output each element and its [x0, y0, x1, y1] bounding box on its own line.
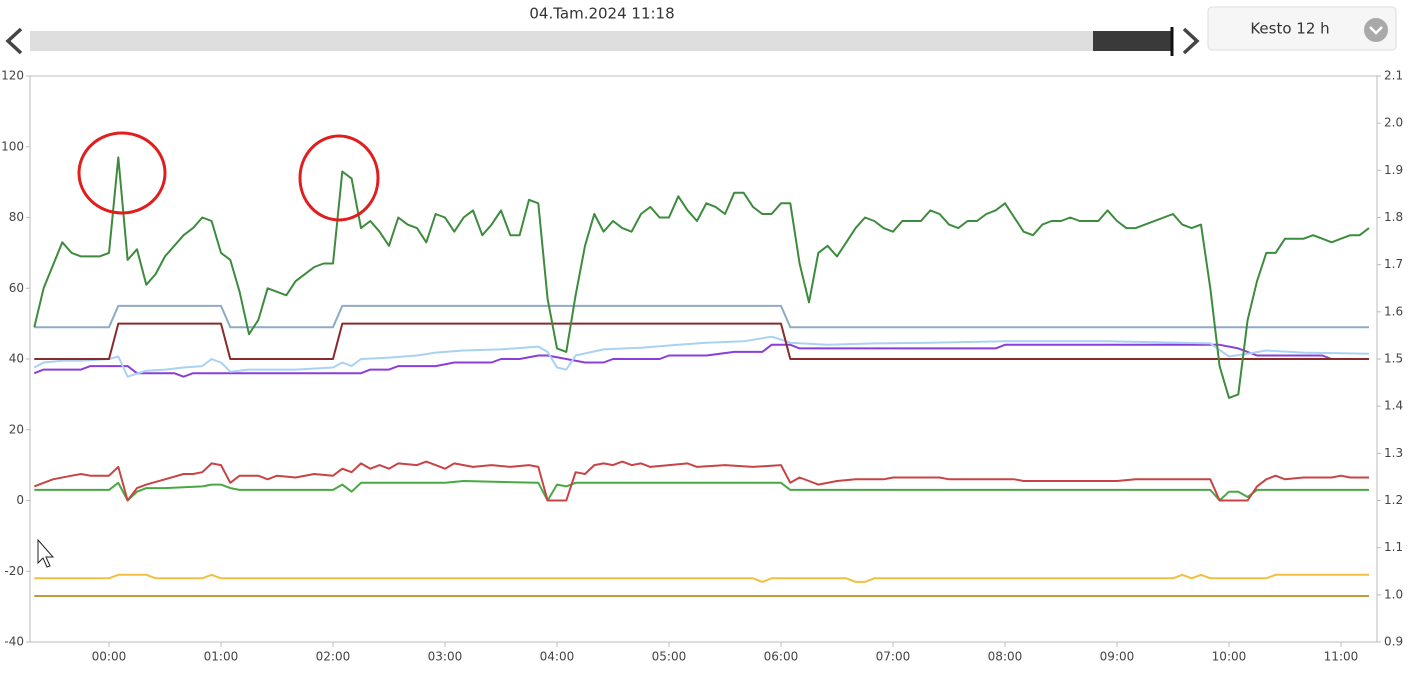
y2-tick-label: 1.8 [1384, 210, 1403, 224]
series-line [34, 304, 1369, 329]
timestamp: 04.Tam.2024 11:18 [529, 5, 674, 23]
y-tick-label: 100 [1, 139, 24, 153]
y2-tick-label: 1.6 [1384, 304, 1403, 318]
series-line [34, 480, 1369, 502]
y2-tick-label: 0.9 [1384, 635, 1403, 649]
series-line [34, 573, 1369, 583]
highlight-circle [77, 131, 167, 215]
x-tick-label: 10:00 [1212, 650, 1247, 664]
y2-tick-label: 2.0 [1384, 116, 1403, 130]
mouse-cursor [37, 538, 55, 568]
y-tick-label: 80 [9, 210, 24, 224]
highlight-circle [298, 134, 380, 222]
dropdown-chevron [1369, 26, 1383, 35]
x-tick-label: 02:00 [316, 650, 351, 664]
y2-tick-label: 1.0 [1384, 587, 1403, 601]
y-tick-label: 0 [16, 493, 24, 507]
x-tick-label: 09:00 [1100, 650, 1135, 664]
y-tick-label: 40 [9, 352, 24, 366]
y-tick-label: -40 [4, 635, 24, 649]
dropdown-icon [1364, 18, 1388, 42]
y-tick-label: 20 [9, 422, 24, 436]
y2-tick-label: 1.4 [1384, 399, 1403, 413]
y-tick-label: -20 [4, 564, 24, 578]
button-label: Kesto 12 h [1250, 20, 1329, 38]
x-tick-label: 11:00 [1324, 650, 1359, 664]
y2-tick-label: 1.7 [1384, 257, 1403, 271]
x-tick-label: 05:00 [652, 650, 687, 664]
x-tick-label: 01:00 [204, 650, 239, 664]
series-line [33, 460, 1369, 502]
timeline-track[interactable] [30, 31, 1173, 51]
series-line [33, 156, 1370, 399]
x-tick-label: 00:00 [92, 650, 127, 664]
timeline-window[interactable] [1093, 31, 1172, 51]
duration-button[interactable]: Kesto 12 h [1207, 6, 1397, 51]
y2-tick-label: 1.3 [1384, 446, 1403, 460]
x-tick-label: 07:00 [876, 650, 911, 664]
x-tick-label: 06:00 [764, 650, 799, 664]
y-tick-label: 60 [9, 281, 24, 295]
prev-arrow[interactable] [5, 27, 23, 55]
button-bg [1207, 6, 1397, 51]
x-tick-label: 04:00 [540, 650, 575, 664]
series-line [33, 335, 1370, 378]
series-line [34, 322, 1369, 360]
y2-tick-label: 1.1 [1384, 540, 1403, 554]
y-tick-label: 120 [1, 69, 24, 83]
next-arrow[interactable] [1182, 27, 1200, 55]
y2-tick-label: 1.9 [1384, 163, 1403, 177]
y2-tick-label: 1.5 [1384, 352, 1403, 366]
y2-tick-label: 1.2 [1384, 493, 1403, 507]
x-tick-label: 08:00 [988, 650, 1023, 664]
plot: -40 -20 0 20 40 60 80 100 120 0.9 1.0 1.1 1.2 1.3 1.4 1… [1, 69, 1403, 664]
x-tick-label: 03:00 [428, 650, 463, 664]
y2-tick-label: 2.1 [1384, 69, 1403, 83]
series-line [33, 343, 1369, 378]
